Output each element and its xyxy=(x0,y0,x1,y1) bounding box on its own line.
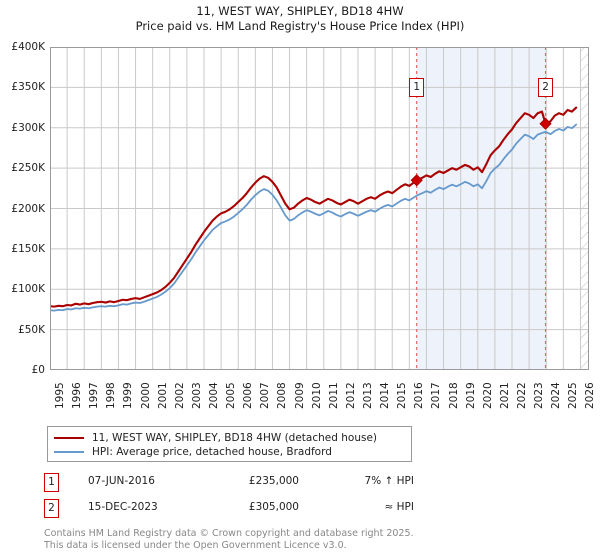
sale-price: £235,000 xyxy=(248,475,299,487)
sale-date: 15-DEC-2023 xyxy=(88,501,158,513)
y-axis-tick-label: £50K xyxy=(18,323,45,336)
legend-item-hpi: HPI: Average price, detached house, Brad… xyxy=(54,445,405,459)
x-axis-tick-label: 2007 xyxy=(259,382,272,409)
x-axis-tick-label: 2024 xyxy=(550,382,563,409)
x-axis-tick-label: 2011 xyxy=(327,382,340,409)
x-axis-tick-label: 1999 xyxy=(122,382,135,409)
page-subtitle: Price paid vs. HM Land Registry's House … xyxy=(135,19,465,33)
x-axis-tick-label: 2016 xyxy=(413,382,426,409)
y-axis-tick-label: £0 xyxy=(31,364,45,376)
x-axis-tick-label: 2020 xyxy=(481,382,494,409)
chart-svg xyxy=(50,47,589,370)
legend-label-hpi: HPI: Average price, detached house, Brad… xyxy=(92,446,332,458)
x-axis-tick-label: 2010 xyxy=(310,382,323,409)
legend-swatch-hpi-icon xyxy=(54,451,84,453)
x-axis-tick-label: 2018 xyxy=(447,382,460,409)
x-axis-tick-label: 2008 xyxy=(276,382,289,409)
sale-index-badge: 2 xyxy=(44,499,59,518)
chart-legend: 11, WEST WAY, SHIPLEY, BD18 4HW (detache… xyxy=(47,426,412,462)
legend-label-property: 11, WEST WAY, SHIPLEY, BD18 4HW (detache… xyxy=(92,432,378,444)
y-axis-tick-label: £350K xyxy=(11,81,45,94)
footer-line-2: This data is licensed under the Open Gov… xyxy=(44,539,347,551)
x-axis-tick-label: 2017 xyxy=(430,382,443,409)
x-axis-tick-label: 2002 xyxy=(173,382,186,409)
x-axis-tick-label: 1997 xyxy=(88,382,101,409)
footer-line-1: Contains HM Land Registry data © Crown c… xyxy=(44,528,414,539)
x-axis-tick-label: 1995 xyxy=(54,382,66,409)
y-axis-tick-label: £100K xyxy=(11,283,45,296)
table-row: 2 15-DEC-2023 £305,000 ≈ HPI xyxy=(44,498,464,524)
legend-swatch-property-icon xyxy=(54,437,84,439)
x-axis-tick-label: 2014 xyxy=(379,382,392,409)
sale-hpi-delta: 7% ↑ HPI xyxy=(364,475,414,487)
x-axis-tick-label: 1998 xyxy=(105,382,118,409)
x-axis-tick-label: 2015 xyxy=(396,382,409,409)
title-block: 11, WEST WAY, SHIPLEY, BD18 4HW Price pa… xyxy=(0,4,600,34)
y-axis-tick-label: £250K xyxy=(11,162,45,175)
x-axis-tick-label: 2019 xyxy=(464,382,477,409)
page-title: 11, WEST WAY, SHIPLEY, BD18 4HW xyxy=(196,4,404,18)
sale-price: £305,000 xyxy=(248,501,299,513)
x-axis-tick-label: 2000 xyxy=(139,382,152,409)
x-axis-tick-label: 2021 xyxy=(498,382,511,409)
y-axis-tick-label: £400K xyxy=(11,41,45,53)
table-row: 1 07-JUN-2016 £235,000 7% ↑ HPI xyxy=(44,472,464,498)
x-axis-tick-label: 2005 xyxy=(225,382,238,409)
x-axis-tick-label: 2004 xyxy=(208,382,220,409)
series-lines xyxy=(50,106,578,312)
sales-table: 1 07-JUN-2016 £235,000 7% ↑ HPI 2 15-DEC… xyxy=(44,472,464,524)
grid-lines xyxy=(50,47,589,370)
y-axis-tick-label: £200K xyxy=(11,202,45,215)
y-axis-tick-label: £300K xyxy=(11,121,45,134)
legend-item-property: 11, WEST WAY, SHIPLEY, BD18 4HW (detache… xyxy=(54,431,405,445)
x-axis-tick-label: 1996 xyxy=(71,382,84,409)
x-axis-tick-label: 2003 xyxy=(190,382,203,409)
x-axis-tick-label: 2023 xyxy=(533,382,546,409)
x-axis-tick-label: 2006 xyxy=(242,382,255,409)
x-axis-tick-label: 2001 xyxy=(156,382,169,409)
x-axis-tick-label: 2012 xyxy=(344,382,357,409)
sale-hpi-delta: ≈ HPI xyxy=(384,501,414,513)
y-axis-tick-label: £150K xyxy=(11,242,45,255)
sale-point-markers xyxy=(410,117,552,187)
footer-attribution: Contains HM Land Registry data © Crown c… xyxy=(44,528,564,551)
sale-index-badge: 1 xyxy=(44,473,59,492)
x-axis-tick-label: 2013 xyxy=(362,382,374,409)
x-axis-tick-label: 2009 xyxy=(293,382,306,409)
x-axis-tick-label: 2022 xyxy=(516,382,528,409)
sale-date: 07-JUN-2016 xyxy=(88,475,155,487)
x-axis-tick-label: 2026 xyxy=(584,382,597,409)
price-history-chart xyxy=(50,47,589,370)
x-axis-tick-label: 2025 xyxy=(567,382,580,409)
